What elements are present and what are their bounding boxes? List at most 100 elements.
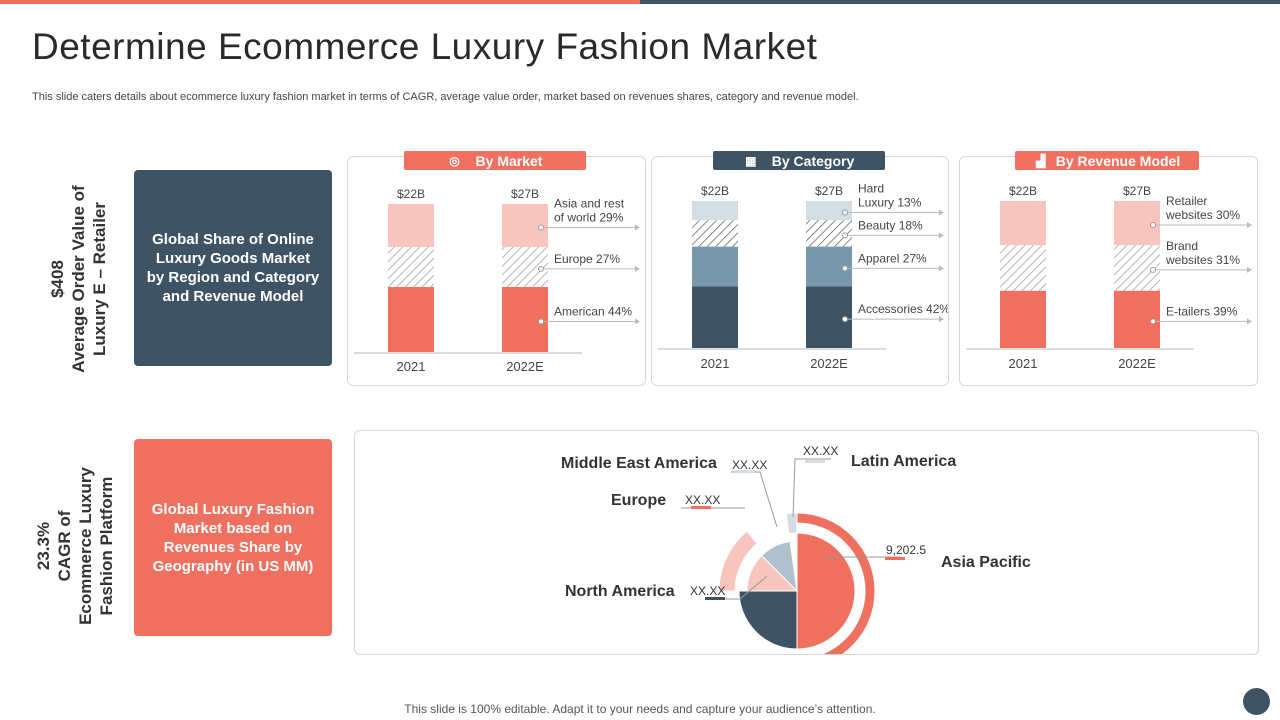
cagr-label-line2: Ecommerce Luxury [76,467,95,625]
legend-label: websites 30% [1165,208,1240,222]
global-share-text: Global Share of Online Luxury Goods Mark… [146,231,320,305]
by-revenue-model-title-text: By Revenue Model [1055,152,1181,169]
year-label: 2021 [701,356,730,371]
avg-order-value-label: $408 Average Order Value of Luxury E – R… [47,169,113,389]
legend-label: Accessories 42% [858,302,948,316]
latin-america-label: Latin America [851,453,956,470]
accent-bar-navy [640,0,1280,4]
avg-order-value: $408 [48,260,67,298]
callout-dot [1150,318,1156,325]
top-accent-bar [0,0,1280,4]
corner-dot [1243,688,1270,715]
cagr-value: 23.3% [34,521,53,571]
panel-by-category: $22B 2021 $27B 2022E Accessories 42% Apparel … [651,156,949,386]
callout-arrow [635,265,640,272]
callout-dot [842,209,848,216]
callout-arrow [1247,266,1252,273]
legend-label: E-tailers 39% [1166,304,1238,318]
bar-total-label: $22B [1009,184,1037,198]
cagr-label-line1: CAGR of [55,510,74,582]
year-label: 2021 [397,359,426,374]
bar-chart-icon: ▟ [1036,153,1046,168]
asia-pacific-label: Asia Pacific [941,554,1031,571]
asia-pacific-marker [885,557,905,560]
legend-label: Beauty 18% [858,218,923,232]
bar-segment [692,286,738,348]
pie-slice-north-america [738,590,798,650]
legend-label: American 44% [554,304,632,318]
bar-segment [1000,201,1046,246]
pie-slice-latin-america [785,512,798,535]
accent-bar-coral [0,0,640,4]
revenue-share-text: Global Luxury Fashion Market based on Re… [151,500,315,575]
bar-total-label: $22B [397,187,425,201]
year-label: 2022E [1118,356,1156,371]
europe-label: Europe [611,492,666,509]
bar-total-label: $22B [701,184,729,198]
grid-icon: ▦ [745,153,757,168]
callout-arrow [635,318,640,325]
by-category-title-text: By Category [771,152,855,169]
bar-total-label: $27B [511,187,539,201]
avg-order-label-line1: Average Order Value of [69,185,88,373]
europe-marker [691,506,711,509]
legend-label: Retailer [1166,194,1207,208]
bar-segment [388,204,434,247]
bar-segment [692,201,738,221]
middle-east-america-label: Middle East America [561,455,717,472]
callout-arrow [1247,318,1252,325]
legend-label: Asia and rest [554,196,625,210]
north-america-marker [705,597,725,600]
bar-segment [388,286,434,352]
by-category-title: ▦ By Category [713,151,885,170]
target-icon: ◎ [449,153,460,168]
bar-segment [692,220,738,247]
callout-dot [842,316,848,323]
panel-geography: Asia Pacific 9,202.5 North America XX.XX Eur… [354,430,1259,655]
cagr-label: 23.3% CAGR of Ecommerce Luxury Fashion P… [33,441,117,651]
europe-value: XX.XX [685,493,720,507]
global-share-box: Global Share of Online Luxury Goods Mark… [134,170,332,366]
callout-dot [538,224,544,231]
by-market-title: ◎ By Market [404,151,586,170]
panel-by-revenue-model: $22B 2021 $27B 2022E E-tailers 39% Brand websi… [959,156,1258,386]
callout-arrow [939,316,944,323]
latin-america-leader [792,458,831,518]
middle-east-america-value: XX.XX [732,458,767,472]
pie-ring-asia-pacific [796,512,876,654]
year-label: 2022E [810,356,848,371]
legend-label: Brand [1166,239,1198,253]
bar-segment [388,246,434,287]
legend-label: Hard [858,182,884,196]
callout-arrow [635,224,640,231]
legend-label: of world 29% [554,210,624,224]
bar-segment [692,246,738,287]
callout-dot [538,265,544,272]
panel-by-market: $22B 2021 $27B 2022E American 44% Europe 27% A… [347,156,646,386]
callout-dot [1150,222,1156,229]
footer-note: This slide is 100% editable. Adapt it to… [404,702,876,716]
callout-dot [842,232,848,239]
pie-slice-asia-pacific [796,532,856,650]
pie-slice-middle-east [760,540,798,593]
north-america-label: North America [565,583,675,600]
by-category-chart: $22B 2021 $27B 2022E Accessories 42% Apparel … [658,182,948,371]
latin-america-marker [805,460,825,463]
legend-label: websites 31% [1165,253,1240,267]
callout-dot [538,318,544,325]
callout-dot [1150,266,1156,273]
middle-east-leader [731,471,778,528]
by-market-chart: $22B 2021 $27B 2022E American 44% Europe 27% A… [354,187,640,374]
year-label: 2021 [1009,356,1038,371]
callout-arrow [1247,222,1252,229]
legend-label: Apparel 27% [858,251,927,265]
callout-arrow [939,265,944,272]
middle-east-marker [735,470,755,473]
bar-segment [1000,245,1046,291]
legend-label: Luxury 13% [858,196,922,210]
geography-pie-chart: Asia Pacific 9,202.5 North America XX.XX Eur… [561,444,1031,654]
callout-dot [842,265,848,272]
avg-order-label-line2: Luxury E – Retailer [90,202,109,357]
cagr-label-line3: Fashion Platform [97,476,116,616]
